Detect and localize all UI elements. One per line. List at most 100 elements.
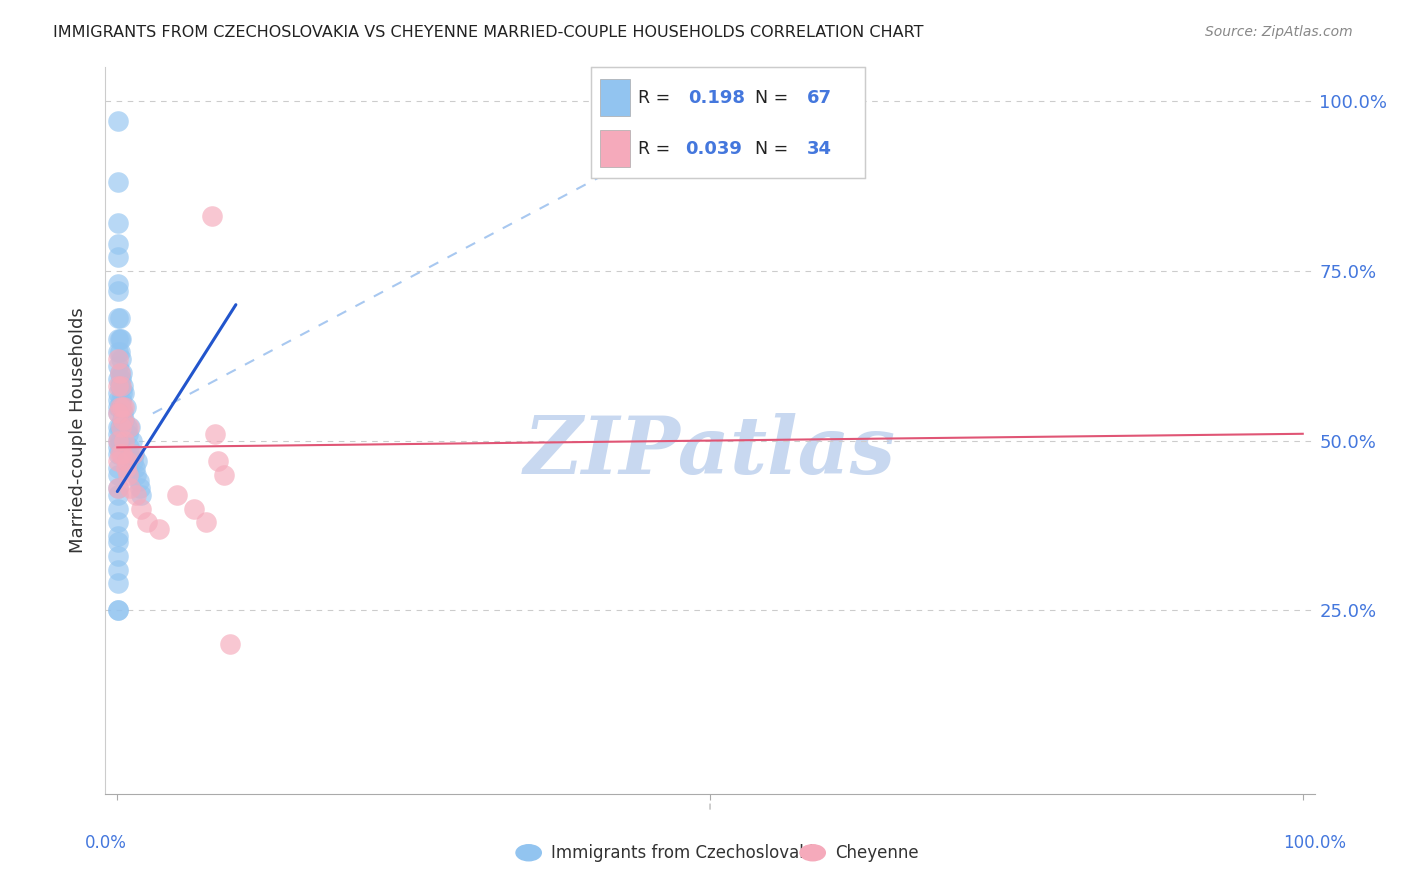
Point <box>115 420 138 434</box>
Point <box>108 400 131 414</box>
Point <box>107 379 129 393</box>
Point <box>107 426 129 441</box>
Point <box>107 372 129 386</box>
Point <box>108 434 131 448</box>
Text: 0.198: 0.198 <box>688 88 745 106</box>
Point <box>107 481 129 495</box>
Point <box>107 392 129 407</box>
Point <box>107 114 129 128</box>
Point <box>107 386 129 401</box>
Point <box>112 413 135 427</box>
Point <box>219 637 242 651</box>
Point <box>110 352 132 367</box>
Point <box>108 420 131 434</box>
Point <box>108 332 131 346</box>
Point <box>112 406 135 420</box>
Point <box>120 420 142 434</box>
Point <box>112 400 135 414</box>
Text: N =: N = <box>755 88 794 106</box>
Point <box>117 467 139 482</box>
Point <box>107 576 129 591</box>
Point <box>121 454 143 468</box>
Point <box>107 175 129 189</box>
Point <box>108 366 131 380</box>
Text: 0.039: 0.039 <box>685 140 742 158</box>
Y-axis label: Married-couple Households: Married-couple Households <box>69 308 87 553</box>
Text: IMMIGRANTS FROM CZECHOSLOVAKIA VS CHEYENNE MARRIED-COUPLE HOUSEHOLDS CORRELATION: IMMIGRANTS FROM CZECHOSLOVAKIA VS CHEYEN… <box>53 25 924 40</box>
Point <box>110 420 132 434</box>
Point <box>112 379 135 393</box>
Point <box>107 420 129 434</box>
Point <box>112 413 135 427</box>
Point <box>110 392 132 407</box>
Point <box>125 467 148 482</box>
Point <box>107 488 129 502</box>
Point <box>107 441 129 455</box>
Point <box>122 447 145 461</box>
Point <box>107 311 129 326</box>
Point <box>120 481 142 495</box>
Point <box>107 454 129 468</box>
Point <box>124 460 146 475</box>
Point <box>118 441 141 455</box>
Point <box>114 460 136 475</box>
Point <box>212 467 235 482</box>
Point <box>110 332 132 346</box>
Point <box>204 426 226 441</box>
Point <box>111 400 134 414</box>
Point <box>183 501 205 516</box>
Point <box>136 515 159 529</box>
Point <box>129 488 152 502</box>
Point <box>115 454 138 468</box>
Text: Source: ZipAtlas.com: Source: ZipAtlas.com <box>1205 25 1353 39</box>
Text: R =: R = <box>638 140 676 158</box>
Point <box>107 236 129 251</box>
Point <box>129 501 152 516</box>
Point <box>108 447 131 461</box>
Point <box>128 481 150 495</box>
Point <box>107 460 129 475</box>
Point <box>107 535 129 549</box>
Point <box>108 400 131 414</box>
Point <box>110 379 132 393</box>
Bar <box>600 130 630 168</box>
Point <box>107 345 129 359</box>
Point <box>107 467 129 482</box>
Point <box>107 332 129 346</box>
Point <box>121 434 143 448</box>
Point <box>118 420 141 434</box>
Point <box>107 359 129 373</box>
Text: N =: N = <box>755 140 794 158</box>
Point <box>107 277 129 292</box>
Point <box>108 379 131 393</box>
Text: 100.0%: 100.0% <box>1284 834 1346 852</box>
Point <box>107 434 129 448</box>
Point <box>107 515 129 529</box>
Text: 34: 34 <box>807 140 832 158</box>
Text: Immigrants from Czechoslovakia: Immigrants from Czechoslovakia <box>551 844 824 862</box>
Point <box>125 488 148 502</box>
Point <box>107 603 129 617</box>
Text: R =: R = <box>638 88 682 106</box>
Point <box>107 400 129 414</box>
Point <box>127 454 149 468</box>
Point <box>112 386 135 401</box>
Point <box>107 216 129 230</box>
Point <box>114 400 136 414</box>
Text: ZIPatlas: ZIPatlas <box>524 414 896 491</box>
Point <box>108 345 131 359</box>
Point <box>107 603 129 617</box>
Point <box>195 515 218 529</box>
Point <box>166 488 188 502</box>
Point <box>107 501 129 516</box>
Point <box>107 284 129 298</box>
Point <box>107 250 129 264</box>
Point <box>112 434 135 448</box>
Point <box>111 386 134 401</box>
Point <box>207 454 229 468</box>
Point <box>111 366 134 380</box>
Text: Cheyenne: Cheyenne <box>835 844 918 862</box>
Point <box>107 529 129 543</box>
Point <box>111 413 134 427</box>
Point <box>107 481 129 495</box>
